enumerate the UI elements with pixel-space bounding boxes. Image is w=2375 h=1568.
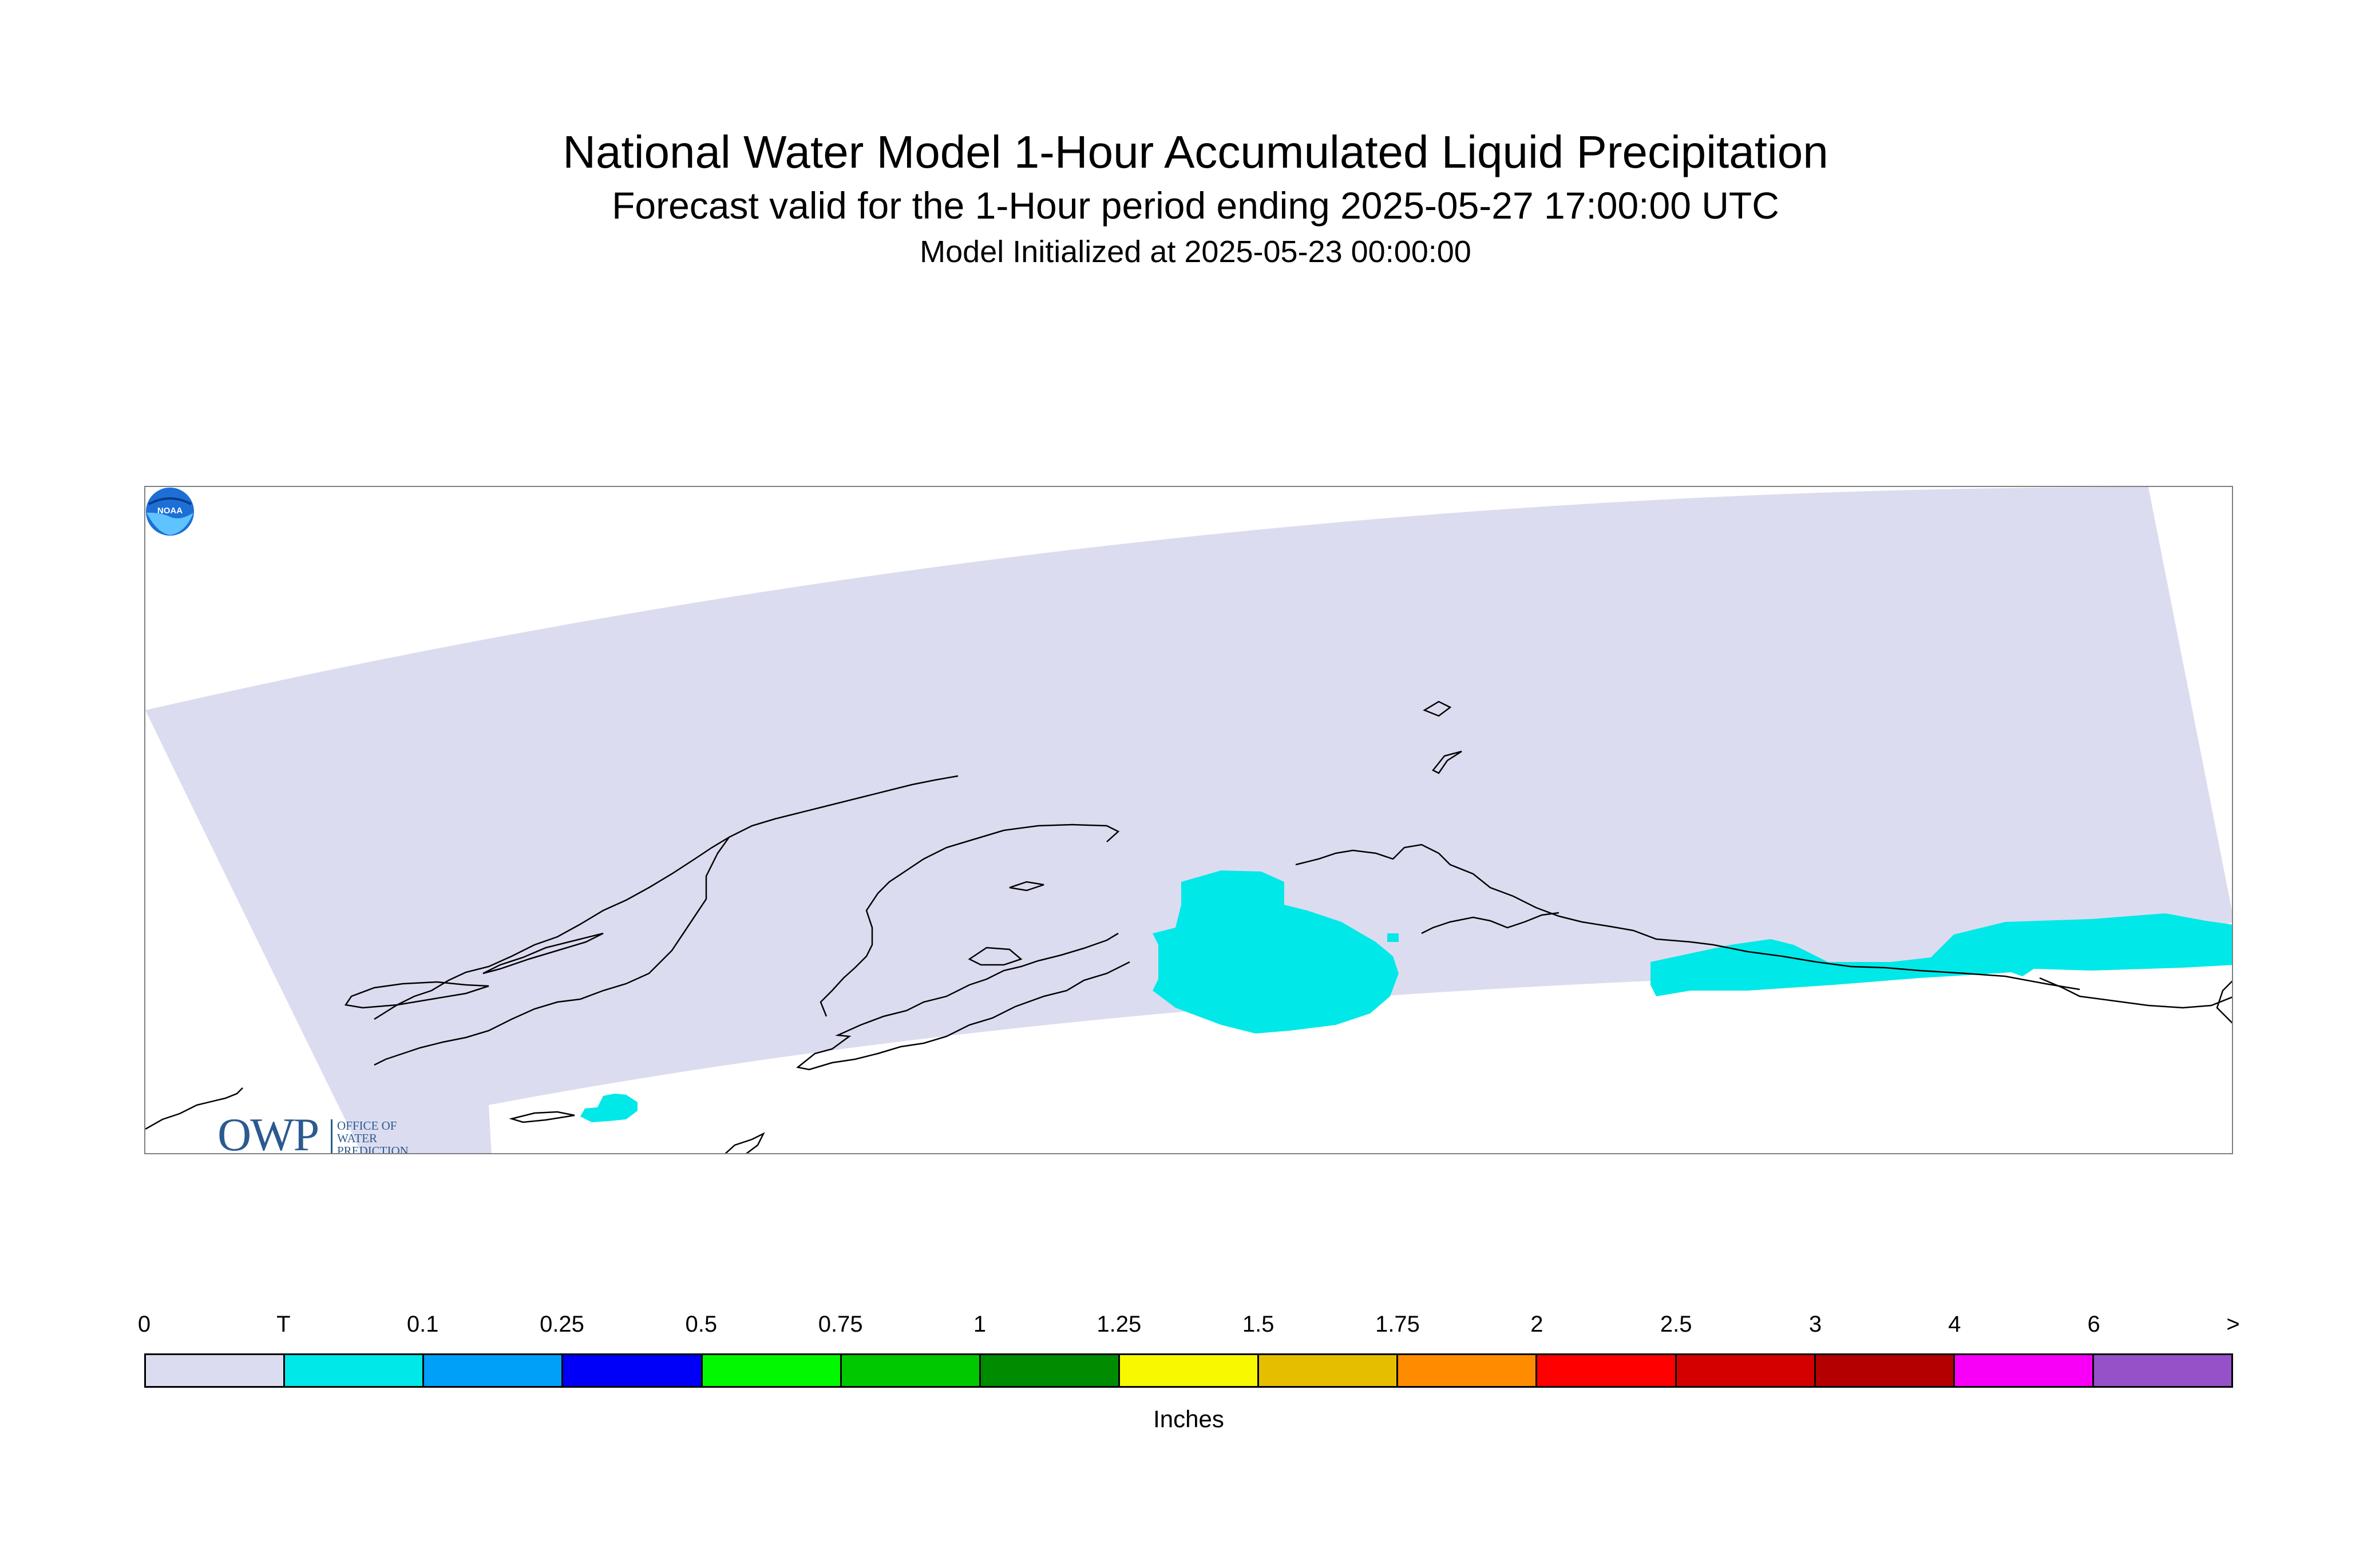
precip-area-kodiak [1153,870,1399,1034]
legend-swatch [1954,1355,2094,1386]
coastline-bristol-bay [820,823,1120,1017]
legend-tick-label: 0.75 [818,1312,863,1337]
coastline-aleutian-2 [509,1111,575,1123]
legend-tick-label: 6 [2087,1312,2100,1337]
legend-swatch [1676,1355,1816,1386]
noaa-logo-text: NOAA [157,506,183,516]
legend-swatch [563,1355,703,1386]
legend-tick-label: 2.5 [1660,1312,1692,1337]
coastline-kenai [1421,912,1559,935]
island-small-3 [1423,700,1452,717]
legend-tick-label: 4 [1948,1312,1961,1337]
legend-swatch [1537,1355,1677,1386]
legend-tick-label: 1.25 [1097,1312,1142,1337]
coastline-southeast [1713,944,2080,991]
legend-tick-label: 2 [1530,1312,1543,1337]
coastline-cook-inlet [1295,844,1714,946]
map-canvas [145,487,2232,1153]
coastline-alaska-peninsula [796,932,1130,1071]
legend-swatch [841,1355,981,1386]
chart-title: National Water Model 1-Hour Accumulated … [563,126,1828,177]
legend-swatch [1119,1355,1260,1386]
island-st-lawrence [482,932,604,975]
island-small-2 [1009,881,1044,892]
legend-swatch [980,1355,1120,1386]
chart-subtitle: Forecast valid for the 1-Hour period end… [612,184,1779,227]
legend-tick-label: 0.5 [685,1312,718,1337]
legend-tick-label: 0 [137,1312,151,1337]
color-legend: 0 T 0.1 0.25 0.5 0.75 1 1.25 1.5 1.75 2 2.5 3 4 6 > Inc… [138,1310,2240,1454]
coastline-northwest [374,775,959,1020]
legend-tick-label: 1.75 [1375,1312,1420,1337]
legend-swatch [285,1355,425,1386]
legend-swatch [2093,1355,2232,1386]
island-small-4 [1432,750,1462,774]
legend-swatch [424,1355,564,1386]
precip-area-aleutian [580,1094,638,1122]
noaa-logo: NOAA [146,488,194,536]
coastline-kuskokwim [374,837,730,1066]
legend-tick-label: 0.1 [406,1312,439,1337]
coastline-sw-corner [145,1087,243,1130]
coastlines [145,700,2232,1153]
legend-tick-label: 3 [1808,1312,1822,1337]
legend-color-bar [144,1353,2233,1388]
island-small-1 [968,947,1023,966]
island-nunivak [344,981,489,1009]
legend-tick-label: 1.5 [1242,1312,1274,1337]
legend-units: Inches [1153,1405,1224,1432]
legend-swatch [146,1355,286,1386]
legend-swatch [702,1355,842,1386]
precipitation-map: OWP OFFICE OF WATER PREDICTION NOAA [144,486,2233,1154]
legend-tick-label: 0.25 [540,1312,584,1337]
model-init-time: Model Initialized at 2025-05-23 00:00:00 [920,235,1471,269]
owp-logo-text: OFFICE OF WATER PREDICTION [331,1119,429,1153]
legend-swatch [1815,1355,1955,1386]
title-block: National Water Model 1-Hour Accumulated … [0,125,2375,272]
legend-swatch [1398,1355,1538,1386]
legend-tick-label: T [276,1312,291,1337]
model-domain [145,487,2232,1153]
coastline-bottom [725,1132,765,1153]
owp-logo-mark: OWP [217,1108,319,1154]
legend-tick-label: 1 [973,1312,987,1337]
precip-areas [580,870,2232,1122]
coastline-panhandle [2039,977,2232,1009]
precip-area-south-coast [1650,913,2232,996]
legend-swatch [1259,1355,1399,1386]
precip-area-kodiak-tip [1387,933,1399,942]
legend-tick-label: > [2226,1312,2240,1337]
coastline-east-edge [2216,980,2232,1024]
